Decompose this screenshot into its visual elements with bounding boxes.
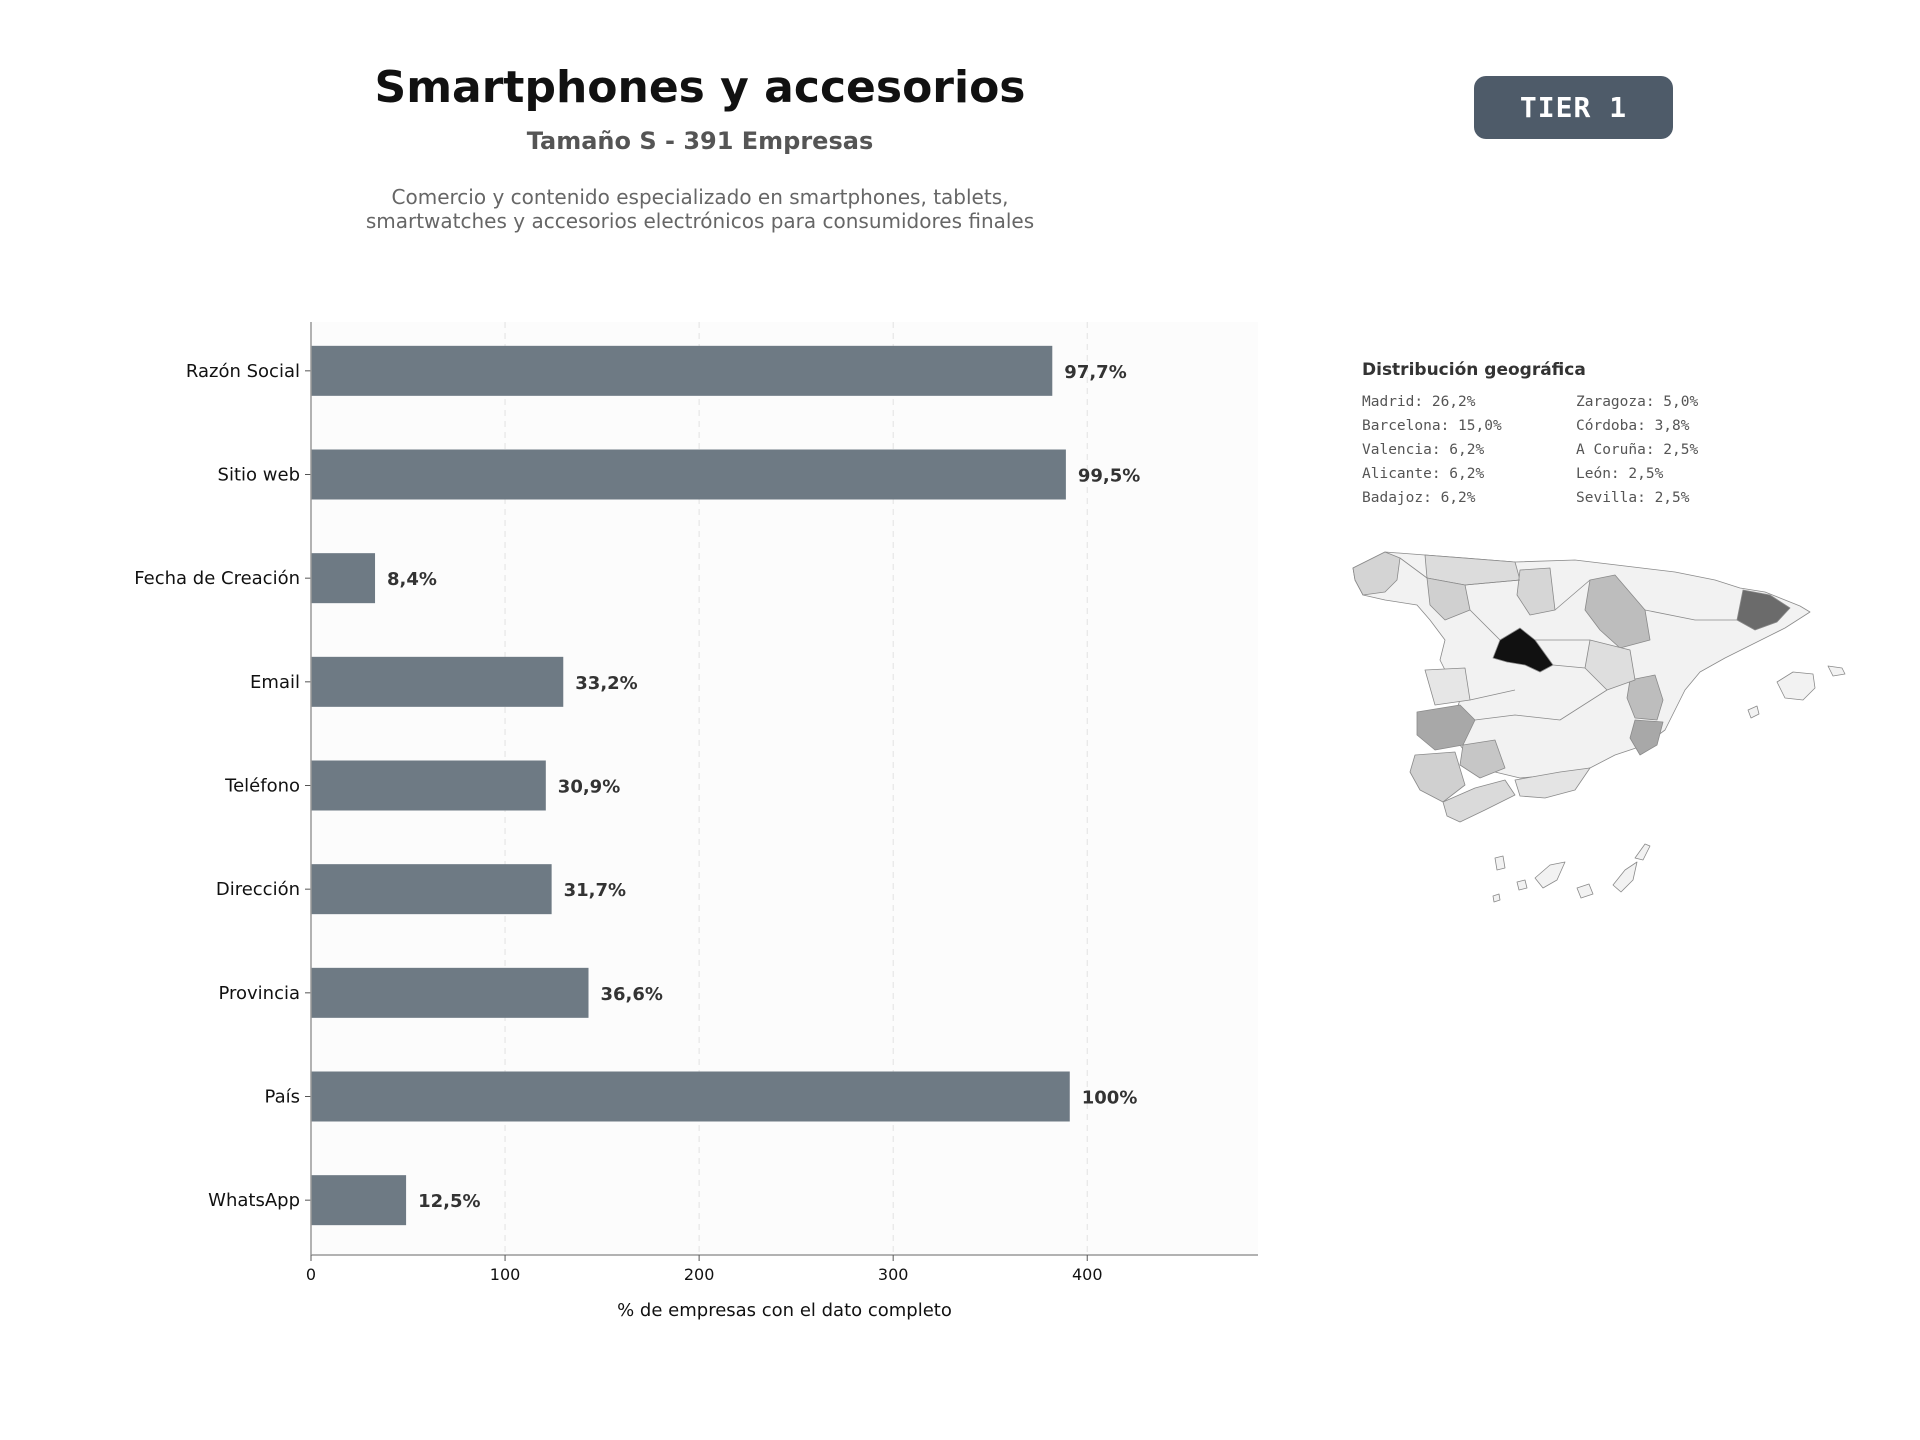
map-region-valencia	[1626, 674, 1664, 721]
map-mainland	[1352, 551, 1811, 779]
chart-subtitle: Tamaño S - 391 Empresas	[526, 127, 874, 155]
x-tick-label: 300	[878, 1265, 909, 1284]
y-tick-label: País	[265, 1087, 300, 1108]
x-tick-label: 100	[490, 1265, 521, 1284]
y-tick-label: Sitio web	[218, 465, 300, 486]
description-line: smartwatches y accesorios electrónicos p…	[365, 209, 1035, 233]
bar-value-label: 30,9%	[558, 777, 620, 798]
bar-value-label: 100%	[1082, 1088, 1138, 1109]
map-region-alicante	[1629, 719, 1664, 756]
map-region-east-center	[1584, 639, 1636, 691]
geo-item: Valencia: 6,2%	[1362, 442, 1485, 458]
y-tick-label: Fecha de Creación	[134, 568, 300, 589]
tier-badge: TIER 1	[1474, 76, 1673, 139]
geo-list: Madrid: 26,2% Zaragoza: 5,0% Barcelona: …	[1362, 394, 1762, 506]
geo-title: Distribución geográfica	[1362, 360, 1586, 380]
description-line: Comercio y contenido especializado en sm…	[391, 185, 1009, 209]
map-canaries	[1494, 855, 1506, 871]
bar	[311, 864, 552, 915]
geo-item: Barcelona: 15,0%	[1362, 418, 1502, 434]
x-tick-label: 400	[1072, 1265, 1103, 1284]
geo-distribution-panel: Distribución geográfica Madrid: 26,2% Za…	[1362, 360, 1762, 506]
bar-value-label: 12,5%	[418, 1191, 480, 1212]
chart-title: Smartphones y accesorios	[374, 62, 1026, 113]
bar	[311, 553, 376, 604]
geo-item: Alicante: 6,2%	[1362, 466, 1485, 482]
geo-item: Zaragoza: 5,0%	[1576, 394, 1699, 410]
bar-value-label: 97,7%	[1064, 362, 1126, 383]
geo-item: Córdoba: 3,8%	[1576, 418, 1690, 434]
x-tick-label: 0	[306, 1265, 316, 1284]
bar-value-label: 99,5%	[1078, 466, 1140, 487]
map-region-granada	[1514, 767, 1591, 799]
x-axis-label: % de empresas con el dato completo	[617, 1300, 952, 1321]
bar	[311, 449, 1066, 500]
y-tick-label: Email	[250, 672, 300, 693]
map-region-cordoba	[1459, 739, 1506, 779]
y-tick-label: Provincia	[218, 983, 300, 1004]
map-region-leon	[1426, 577, 1471, 621]
y-tick-label: Teléfono	[224, 776, 300, 797]
bar	[311, 1071, 1070, 1122]
y-tick-label: WhatsApp	[208, 1190, 300, 1211]
map-region-burgos	[1516, 567, 1556, 616]
bar-value-label: 8,4%	[387, 569, 437, 590]
map-region-cadiz	[1442, 779, 1516, 823]
bar-value-label: 31,7%	[564, 880, 626, 901]
map-region-sevilla	[1409, 751, 1466, 803]
y-tick-label: Dirección	[216, 879, 300, 900]
bar	[311, 1175, 407, 1226]
map-region-zaragoza	[1584, 574, 1651, 649]
bar-value-label: 36,6%	[601, 984, 663, 1005]
x-tick-label: 200	[684, 1265, 715, 1284]
geo-item: Madrid: 26,2%	[1362, 394, 1476, 410]
map-region-caceres	[1424, 667, 1471, 706]
geo-item: Badajoz: 6,2%	[1362, 490, 1476, 506]
geo-item: León: 2,5%	[1576, 466, 1664, 482]
y-tick-label: Razón Social	[186, 361, 300, 382]
map-balearics	[1776, 671, 1816, 701]
sector-description: Comercio y contenido especializado en sm…	[200, 185, 1200, 233]
bar	[311, 760, 546, 811]
map-region-madrid	[1492, 627, 1554, 673]
map-region-galicia	[1352, 551, 1401, 596]
bar	[311, 656, 564, 707]
bar	[311, 967, 589, 1018]
bar-value-label: 33,2%	[575, 673, 637, 694]
geo-item: Sevilla: 2,5%	[1576, 490, 1690, 506]
bar	[311, 345, 1053, 396]
geo-item: A Coruña: 2,5%	[1576, 442, 1699, 458]
spain-map	[1352, 551, 1846, 903]
